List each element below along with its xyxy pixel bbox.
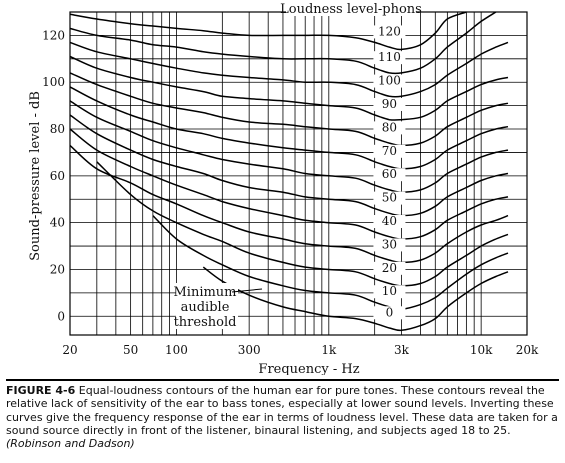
loudness-curve-0 [202,266,509,332]
phon-label-120: 120 [378,24,401,38]
threshold-label-line-2: audible [181,300,230,315]
x-tick-label: 20 [62,343,77,357]
phon-label-background [373,215,406,229]
loudness-curve-40 [69,128,509,240]
threshold-label-line-1: Minimum [173,285,236,300]
threshold-annotation: Minimum audible threshold [173,283,263,330]
phon-label-70: 70 [382,144,397,158]
phon-label-30: 30 [382,237,397,251]
legend-title: Loudness level-phons [280,2,422,17]
y-axis-title: Sound-pressure level - dB [28,91,43,261]
phon-label-background [373,74,406,88]
x-axis-title: Frequency - Hz [258,362,359,375]
x-tick-label: 100 [165,343,188,357]
phon-label-background [373,144,406,158]
figure-label: FIGURE 4-6 [6,384,76,397]
phon-label-background [373,306,406,320]
phon-label-20: 20 [382,261,397,275]
loudness-curve-30 [69,144,509,264]
figure-caption: FIGURE 4-6 Equal-loudness contours of th… [6,379,559,450]
phon-label-10: 10 [382,284,397,298]
y-tick-label: 80 [50,122,65,136]
legend-title-background [286,1,416,16]
y-tick-label: 40 [50,216,65,230]
caption-citation: (Robinson and Dadson) [6,437,135,451]
phon-label-background [373,121,406,135]
x-tick-label: 10k [470,343,493,357]
loudness-curve-100 [69,41,509,98]
x-tick-label: 1k [321,343,337,357]
phon-label-background [373,285,406,299]
loudness-curve-60 [69,100,509,193]
y-tick-label: 0 [57,309,65,323]
phon-label-background [373,97,406,111]
phon-label-background [373,191,406,205]
loudness-curve-90 [69,55,509,121]
x-tick-label: 3k [394,343,410,357]
chart-grid [69,12,528,335]
loudness-curve-20 [96,161,509,287]
y-tick-label: 120 [42,28,65,42]
equal-loudness-chart: 20 50 100 300 1k 3k 10k 20k 0 20 40 60 80 100 120 0 10 2… [28,1,539,375]
phon-label-background [373,51,406,65]
loudness-curve-80 [69,72,509,147]
x-tick-label: 50 [123,343,138,357]
phon-label-background [373,238,406,252]
phon-label-40: 40 [382,214,397,228]
loudness-curve-110 [69,11,497,75]
phon-labels: 0 10 20 30 40 50 60 70 80 90 100 110 120 [373,24,406,320]
phon-label-0: 0 [386,305,394,319]
x-tick-label: 300 [238,343,261,357]
phon-label-90: 90 [382,97,397,111]
y-tick-label: 20 [50,262,65,276]
phon-label-background [373,261,406,275]
threshold-label-line-3: threshold [174,315,237,330]
phon-label-100: 100 [378,74,401,88]
x-tick-label: 20k [516,343,539,357]
phon-label-60: 60 [382,167,397,181]
phon-label-80: 80 [382,120,397,134]
loudness-curve-10 [152,215,509,311]
phon-label-background [373,25,406,39]
threshold-pointer [231,288,263,293]
y-tick-label: 100 [42,75,65,89]
loudness-curve-70 [69,86,509,170]
threshold-annotation-background [176,283,238,329]
phon-label-50: 50 [382,191,397,205]
loudness-curves [69,11,509,332]
caption-text: Equal-loudness contours of the human ear… [6,384,558,437]
loudness-curve-50 [69,114,509,217]
loudness-curve-120 [69,11,467,51]
y-tick-label: 60 [50,169,65,183]
phon-label-110: 110 [378,50,401,64]
phon-label-background [373,168,406,182]
